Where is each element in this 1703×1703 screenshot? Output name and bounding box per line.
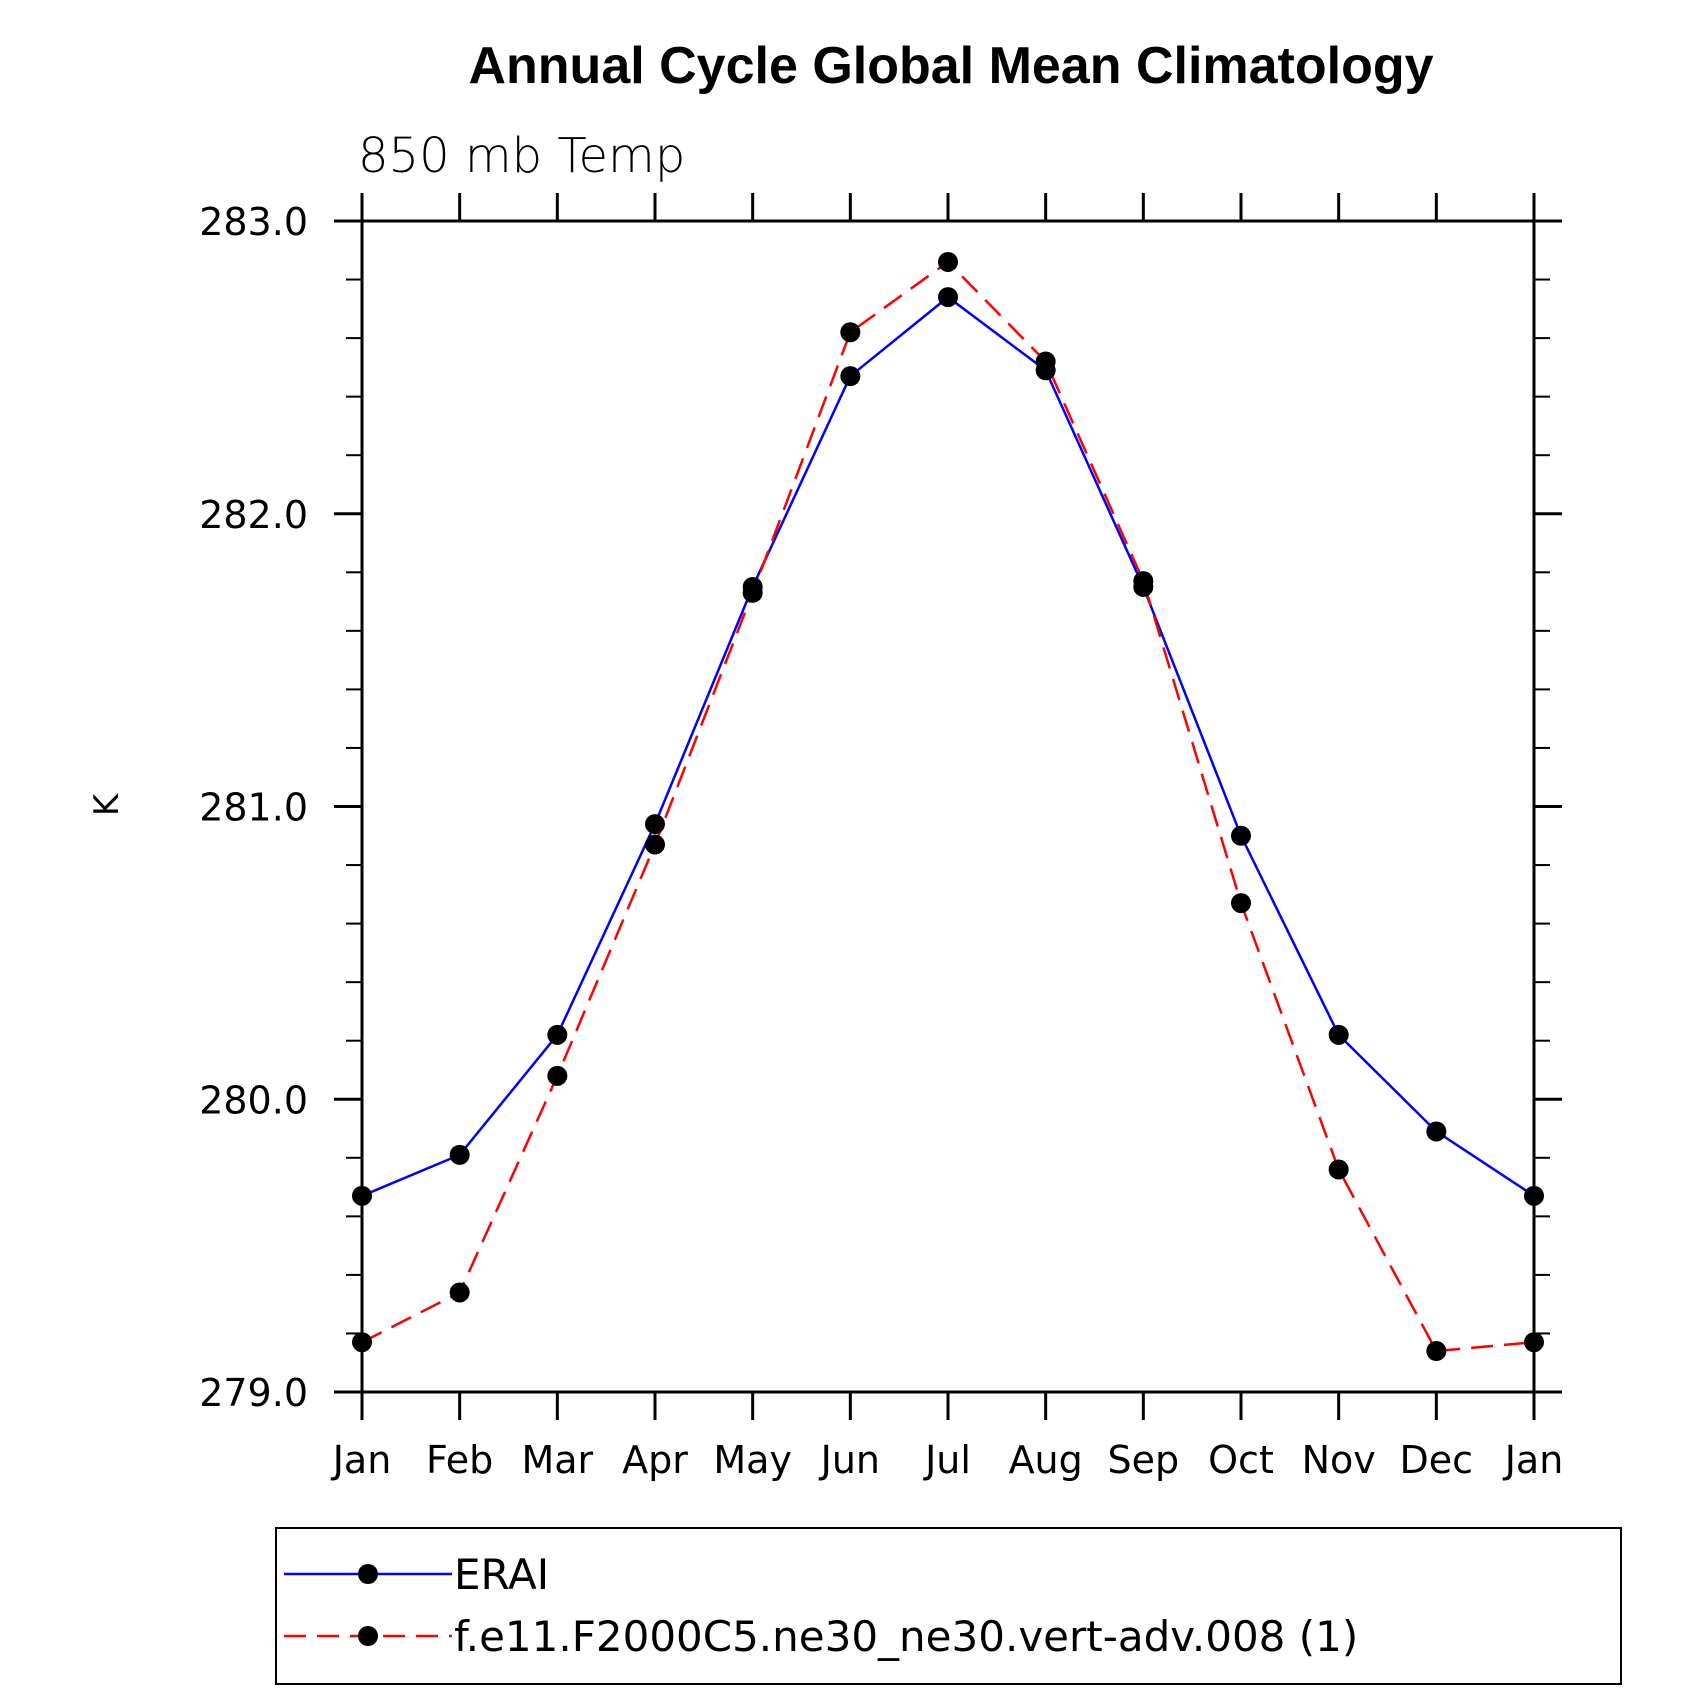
series-0-point (645, 814, 665, 835)
x-tick-label: Jul (923, 1438, 971, 1482)
series-1-point (1035, 351, 1056, 372)
legend-box (275, 1527, 1622, 1685)
y-tick-labels: 279.0 280.0 281.0 282.0 283.0 (199, 200, 308, 1415)
series-1-point (645, 834, 665, 855)
series-0-point (840, 366, 861, 387)
series-1-point (840, 322, 861, 343)
series-1-point (1231, 893, 1251, 914)
x-tick-label: Dec (1400, 1438, 1474, 1482)
x-tick-label: Mar (521, 1438, 593, 1482)
y-tick-label: 279.0 (199, 1371, 308, 1415)
chart-title: Annual Cycle Global Mean Climatology (468, 37, 1433, 95)
x-tick-label: Jun (819, 1438, 880, 1482)
legend-marker-1 (358, 1626, 378, 1646)
legend: ERAI f.e11.F2000C5.ne30_ne30.vert-adv.008… (275, 1527, 1622, 1685)
x-tick-label: Sep (1108, 1438, 1180, 1482)
x-tick-label: Feb (426, 1438, 493, 1482)
series-0-point (449, 1144, 470, 1165)
series-0-point (547, 1024, 568, 1045)
x-tick-label: Aug (1009, 1438, 1083, 1482)
x-tick-label: Jan (331, 1438, 392, 1482)
series-0-point (1426, 1121, 1447, 1142)
series-0-point (938, 287, 958, 308)
series-1-point (742, 582, 763, 603)
series-1-point (1133, 571, 1154, 592)
legend-label-0: ERAI (454, 1550, 549, 1599)
x-tick-label: Oct (1208, 1438, 1274, 1482)
y-tick-label: 282.0 (199, 493, 308, 537)
x-tick-label: Apr (622, 1438, 688, 1482)
x-tick-label: Jan (1503, 1438, 1564, 1482)
series-1-point (449, 1282, 470, 1303)
series-1-point (938, 251, 958, 272)
legend-label-1: f.e11.F2000C5.ne30_ne30.vert-adv.008 (1) (454, 1612, 1358, 1661)
series-markers (352, 251, 1544, 1362)
x-tick-label: May (713, 1438, 792, 1482)
series-0-point (1231, 825, 1251, 846)
series-lines (361, 260, 1535, 1353)
y-tick-label: 283.0 (199, 200, 308, 244)
series-1-point (1328, 1159, 1349, 1180)
y-tick-label: 280.0 (199, 1078, 308, 1122)
series-1-point (547, 1065, 568, 1086)
x-tick-labels: Jan Feb Mar Apr May Jun Jul Aug Sep Oct Nov Dec Jan (331, 1438, 1564, 1482)
series-line-0 (361, 295, 1535, 1198)
x-tick-label: Nov (1302, 1438, 1376, 1482)
legend-marker-0 (358, 1564, 378, 1584)
series-0-point (1328, 1024, 1349, 1045)
axis-ticks (334, 193, 1562, 1420)
series-1-point (1426, 1341, 1447, 1362)
plot-frame (360, 219, 1536, 1394)
y-axis-label: K (87, 792, 127, 816)
chart-subtitle: 850 mb Temp (358, 128, 685, 184)
series-line-1 (361, 260, 1535, 1353)
y-tick-label: 281.0 (199, 786, 308, 830)
